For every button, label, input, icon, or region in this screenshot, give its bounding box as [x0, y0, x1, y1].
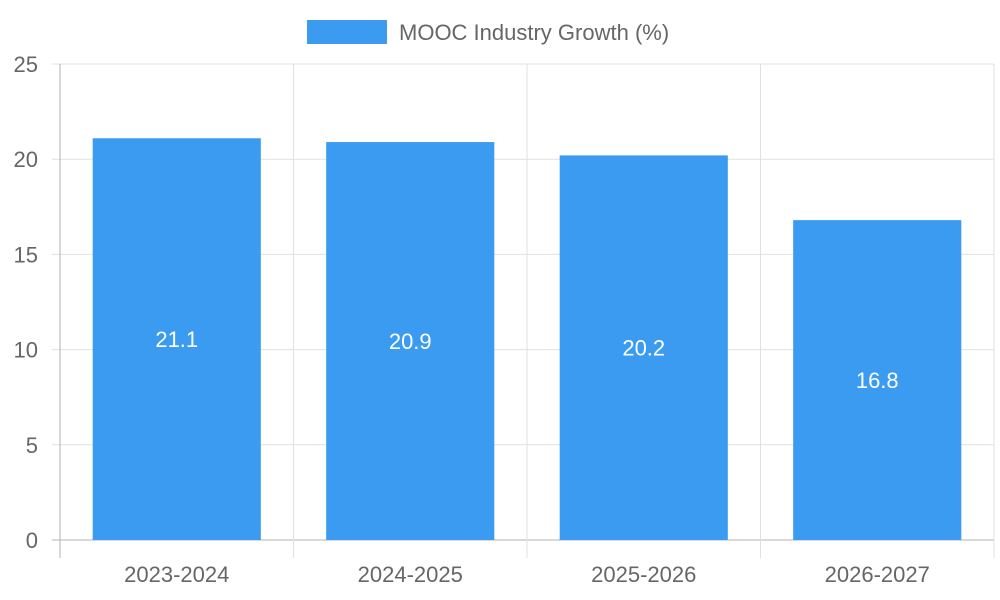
x-tick-label: 2023-2024 — [124, 562, 229, 587]
y-tick-label: 15 — [14, 242, 38, 267]
legend-label[interactable]: MOOC Industry Growth (%) — [399, 20, 669, 45]
axes: 0 5 10 15 20 25 2023-2024 2024-2025 2025-2026 202… — [14, 52, 930, 587]
bars: 21.1 20.9 20.2 16.8 — [92, 138, 962, 541]
data-label-2025-2026: 20.2 — [622, 336, 665, 361]
x-tick-label: 2025-2026 — [591, 562, 696, 587]
y-tick-label: 20 — [14, 147, 38, 172]
y-tick-label: 0 — [26, 528, 38, 553]
data-label-2026-2027: 16.8 — [856, 368, 899, 393]
data-label-2023-2024: 21.1 — [155, 327, 198, 352]
bar-2024-2025[interactable] — [326, 142, 495, 540]
y-tick-label: 10 — [14, 338, 38, 363]
bar-2023-2024[interactable] — [92, 138, 261, 541]
data-label-2024-2025: 20.9 — [389, 329, 432, 354]
bar-2026-2027[interactable] — [793, 220, 962, 541]
legend[interactable]: MOOC Industry Growth (%) — [307, 20, 669, 45]
x-tick-label: 2024-2025 — [358, 562, 463, 587]
legend-swatch[interactable] — [307, 20, 387, 44]
x-tick-label: 2026-2027 — [825, 562, 930, 587]
y-tick-label: 25 — [14, 52, 38, 77]
bar-2025-2026[interactable] — [559, 155, 728, 540]
y-tick-label: 5 — [26, 433, 38, 458]
